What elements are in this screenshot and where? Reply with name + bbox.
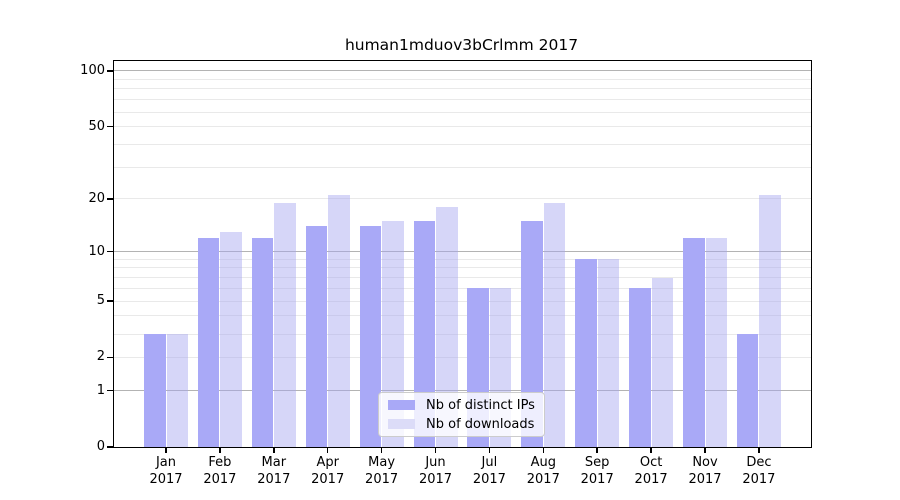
- gridline-minor: [114, 111, 811, 113]
- legend-label-downloads: Nb of downloads: [426, 416, 535, 432]
- x-axis-tick-label: Nov 2017: [688, 455, 722, 487]
- legend-swatch-downloads: [388, 419, 415, 429]
- bar-downloads-oct: [651, 277, 674, 447]
- gridline-minor: [114, 166, 811, 168]
- plot-area: 0 1 2 5 10 20 50 100 Jan 2017 Feb 2017 Mar 2017 Apr…: [80, 60, 812, 487]
- x-axis-tick: [326, 448, 329, 453]
- x-axis-tick-label: Aug 2017: [526, 455, 560, 487]
- bar-distinct-ips-feb: [197, 238, 220, 447]
- gridline-minor: [114, 126, 811, 128]
- x-axis-tick-label: Jan 2017: [149, 455, 183, 487]
- gridline-minor: [114, 198, 811, 200]
- gridline-major: [114, 251, 811, 253]
- gridline-minor: [114, 287, 811, 289]
- legend-label-distinct-ips: Nb of distinct IPs: [426, 397, 535, 413]
- bar-distinct-ips-aug: [521, 221, 543, 447]
- x-axis-tick: [596, 448, 598, 453]
- bar-downloads-dec: [759, 195, 781, 447]
- gridline-minor: [114, 315, 811, 317]
- bar-downloads-mar: [274, 202, 296, 447]
- bar-distinct-ips-nov: [683, 238, 705, 447]
- gridline-minor: [114, 258, 811, 260]
- gridline-minor: [114, 88, 811, 90]
- bar-distinct-ips-oct: [629, 288, 651, 447]
- bar-distinct-ips-mar: [251, 238, 274, 447]
- legend-entry-downloads: Nb of downloads: [388, 417, 544, 432]
- bar-downloads-jun: [436, 207, 458, 447]
- y-axis-tick-label: 20: [88, 190, 105, 206]
- y-axis-tick-label: 2: [96, 349, 105, 365]
- x-axis-tick-label: Oct 2017: [634, 455, 668, 487]
- bar-downloads-sep: [597, 259, 620, 447]
- bar-distinct-ips-may: [359, 226, 382, 447]
- bar-downloads-jan: [166, 334, 188, 447]
- x-axis-tick: [758, 448, 760, 453]
- y-axis-tick: [107, 250, 113, 253]
- x-axis-tick: [488, 448, 491, 453]
- y-axis-tick: [107, 300, 113, 302]
- y-axis-tick: [107, 70, 113, 72]
- x-axis-tick-label: Feb 2017: [203, 455, 237, 487]
- y-axis-tick: [107, 389, 113, 392]
- bar-distinct-ips-apr: [305, 226, 328, 447]
- y-axis-tick: [107, 356, 113, 359]
- bar-distinct-ips-jun: [413, 221, 435, 447]
- x-axis-tick-label: Mar 2017: [257, 455, 291, 487]
- gridline-minor: [114, 300, 811, 302]
- x-axis-tick-label: Apr 2017: [311, 455, 345, 487]
- y-axis-tick-label: 1: [96, 382, 105, 398]
- y-axis-tick: [107, 125, 113, 128]
- x-axis-tick-label: Jul 2017: [472, 455, 506, 487]
- gridline-minor: [114, 78, 811, 80]
- x-axis-tick-label: Sep 2017: [580, 455, 614, 487]
- x-axis-tick-label: Dec 2017: [742, 455, 776, 487]
- x-axis-tick: [704, 448, 706, 453]
- legend-swatch-distinct-ips: [388, 400, 415, 410]
- legend: Nb of distinct IPs Nb of downloads: [378, 392, 545, 437]
- y-axis-tick: [107, 198, 113, 200]
- gridline-minor: [114, 356, 811, 358]
- gridline-minor: [114, 99, 811, 101]
- gridline-major: [114, 70, 811, 72]
- y-axis-tick-label: 100: [80, 62, 105, 78]
- bar-distinct-ips-dec: [736, 334, 759, 447]
- x-axis-tick: [219, 448, 221, 453]
- gridline-minor: [114, 333, 811, 335]
- x-axis-tick-label: Jun 2017: [418, 455, 453, 487]
- legend-entry-distinct-ips: Nb of distinct IPs: [388, 398, 544, 413]
- x-axis-tick: [542, 448, 545, 453]
- x-axis-tick: [650, 448, 652, 453]
- y-axis-tick-label: 0: [96, 439, 105, 454]
- y-axis-tick-label: 10: [88, 243, 105, 259]
- x-axis-tick-label: May 2017: [365, 455, 399, 487]
- chart-title: human1mduov3bCrlmm 2017: [344, 36, 579, 54]
- gridline-minor: [114, 277, 811, 279]
- bar-downloads-apr: [328, 195, 350, 447]
- gridline-minor: [114, 267, 811, 269]
- bar-downloads-aug: [543, 202, 566, 447]
- x-axis-tick: [273, 448, 275, 453]
- bar-downloads-nov: [705, 238, 727, 447]
- y-axis-tick-label: 50: [88, 118, 105, 134]
- x-axis-tick: [380, 448, 383, 453]
- x-axis-tick: [165, 448, 167, 453]
- gridline-minor: [114, 143, 811, 145]
- bar-downloads-may: [382, 221, 404, 447]
- bar-downloads-feb: [220, 232, 242, 447]
- y-axis-tick-label: 5: [96, 293, 105, 309]
- gridline-major: [114, 390, 811, 392]
- bar-distinct-ips-sep: [575, 259, 597, 447]
- bar-distinct-ips-jan: [144, 334, 166, 447]
- y-axis-tick: [107, 446, 113, 448]
- x-axis-tick: [434, 448, 437, 453]
